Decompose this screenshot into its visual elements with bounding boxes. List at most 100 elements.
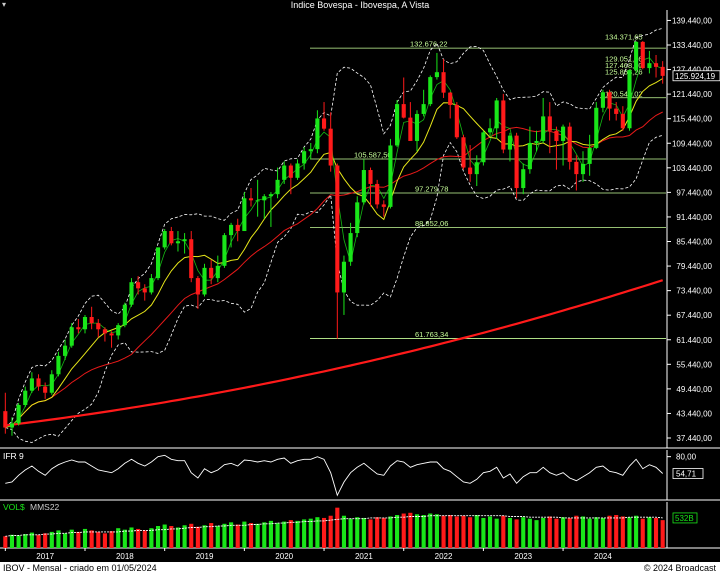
candle [414, 113, 420, 141]
candle [9, 423, 15, 428]
candle [501, 100, 506, 150]
volume-bar [434, 514, 439, 548]
volume-bar [222, 523, 227, 548]
volume-bar [242, 521, 247, 548]
candle [295, 163, 300, 178]
sma3-line [5, 57, 663, 428]
volume-bar [408, 512, 413, 548]
volume-bar [527, 518, 532, 548]
volume-bar [56, 530, 61, 548]
volume-bar [580, 516, 586, 548]
candle [229, 224, 234, 236]
volume-bar [142, 530, 147, 548]
volume-bar [414, 514, 420, 548]
candle [235, 224, 240, 232]
volume-bar [534, 520, 539, 548]
candle [361, 170, 366, 203]
candle [209, 267, 214, 279]
volume-bar [23, 534, 28, 548]
candle [76, 327, 81, 330]
candle [335, 165, 340, 293]
price-panel: 139.440,00 133.440,00 127.440,00 121.440,00… [0, 10, 720, 449]
volume-bar [361, 517, 366, 548]
volume-bar [149, 528, 154, 548]
volume-bar [235, 524, 240, 548]
candle [321, 118, 327, 129]
level-label: 134.371,65 [605, 33, 643, 42]
level-label: 88.852,06 [415, 219, 448, 228]
candle [607, 92, 612, 109]
ifr-last-label: 54,71 [676, 470, 697, 479]
candle [561, 126, 566, 141]
y-tick-label: 79.440,00 [676, 262, 712, 271]
y-tick-label: 37.440,00 [676, 434, 712, 443]
volume-bar [268, 520, 273, 548]
volume-bar [63, 533, 68, 548]
volume-bar [36, 534, 41, 548]
level-label: 125.868,26 [605, 67, 643, 76]
candle [428, 77, 433, 105]
candle [69, 327, 74, 346]
x-tick-label: 2023 [514, 552, 532, 561]
y-tick-label: 121.440,00 [672, 90, 713, 99]
volume-ma-label: MMS22 [30, 502, 60, 512]
arrow-down-icon[interactable]: ▾ [2, 0, 7, 9]
volume-bar [428, 513, 433, 548]
volume-bar [441, 515, 446, 548]
y-tick-label: 115.440,00 [673, 115, 713, 124]
candle [454, 104, 459, 138]
level-label: 129.051,36 [605, 54, 643, 63]
volume-bar [454, 516, 459, 548]
volume-bar [275, 523, 280, 548]
candle [169, 231, 174, 244]
volume-bar [448, 515, 453, 548]
volume-bar [487, 516, 493, 548]
volume-bar [82, 528, 88, 548]
candle [63, 345, 68, 356]
candle [348, 233, 353, 262]
volume-bar [169, 526, 174, 548]
volume-bar [640, 518, 645, 548]
x-tick-label: 2018 [116, 552, 134, 561]
volume-bar [574, 515, 579, 548]
y-tick-label: 43.440,00 [676, 409, 712, 418]
volume-bar [155, 526, 161, 548]
volume-bar [109, 531, 114, 548]
volume-bar [468, 517, 473, 548]
candle [282, 165, 287, 180]
volume-bar [16, 535, 21, 548]
y-tick-label: 85.440,00 [676, 238, 712, 247]
candle [653, 63, 659, 67]
volume-bar [375, 517, 380, 548]
volume-bar [89, 530, 94, 548]
volume-bar [175, 527, 181, 548]
y-tick-label: 91.440,00 [676, 213, 712, 222]
candle [541, 116, 546, 141]
sma8-line [5, 78, 663, 428]
price-background [0, 10, 720, 448]
volume-bar [474, 515, 479, 548]
volume-bar [634, 515, 639, 548]
volume-bar [507, 517, 513, 548]
candle [401, 104, 406, 118]
candle [547, 116, 552, 131]
candle [554, 130, 559, 141]
candle [302, 151, 307, 164]
candle [82, 316, 88, 330]
volume-bar [541, 517, 546, 548]
volume-bar [607, 515, 612, 548]
volume-bar [567, 517, 572, 548]
candle [441, 72, 446, 93]
candle [136, 282, 141, 289]
volume-bar [481, 517, 486, 548]
volume-bar [587, 518, 592, 548]
sma200-line [5, 279, 664, 427]
y-tick-label: 139.440,00 [672, 16, 713, 25]
candle [567, 126, 572, 162]
volume-bar [248, 523, 254, 548]
y-tick-label: 133.440,00 [672, 41, 713, 50]
candle [129, 282, 134, 305]
candle [49, 374, 54, 393]
volume-bar [321, 517, 327, 548]
ifr-title: IFR 9 [3, 451, 24, 461]
